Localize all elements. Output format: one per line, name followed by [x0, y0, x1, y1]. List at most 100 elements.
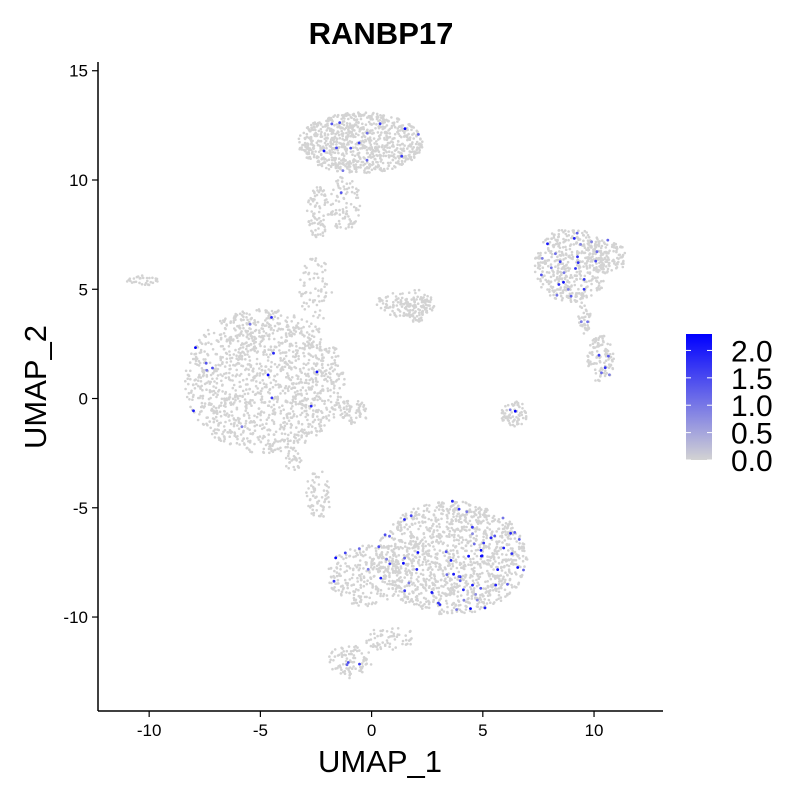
cell-point: [347, 667, 350, 670]
cell-point: [361, 544, 365, 548]
cell-point: [203, 350, 206, 353]
cell-point: [341, 584, 344, 588]
cell-point: [564, 245, 567, 249]
cell-point: [522, 546, 526, 550]
cell-point: [279, 359, 283, 362]
cell-point: [419, 601, 422, 604]
cell-point: [228, 364, 232, 367]
cell-point: [264, 443, 268, 447]
cell-point: [538, 264, 542, 267]
cell-point: [228, 419, 231, 422]
cell-point: [303, 372, 307, 376]
cell-point: [445, 520, 449, 524]
cell-point: [264, 319, 267, 322]
cell-point: [249, 331, 253, 335]
cell-point: [555, 277, 559, 281]
cell-point: [564, 264, 568, 267]
cell-point: [339, 574, 343, 578]
cell-point: [300, 422, 304, 426]
cell-point: [317, 190, 321, 194]
cell-point: [265, 353, 268, 356]
cell-point: [203, 402, 207, 405]
cell-point: [451, 519, 455, 523]
cell-point: [377, 297, 381, 300]
cell-point: [545, 271, 549, 274]
cell-point: [417, 603, 421, 607]
cell-point: [383, 136, 386, 140]
cell-point: [253, 429, 257, 433]
cell-point: [345, 122, 349, 125]
cell-point: [292, 326, 295, 329]
cell-point: [246, 353, 249, 356]
cell-point: [440, 608, 444, 611]
cell-point: [331, 138, 335, 142]
cell-point: [447, 561, 451, 564]
cell-point: [432, 535, 435, 539]
cell-point: [564, 238, 568, 242]
cell-point: [361, 132, 365, 135]
cell-point: [505, 553, 508, 557]
cell-point: [290, 366, 293, 370]
cell-point: [302, 143, 306, 147]
cell-point: [497, 561, 501, 565]
cell-point: [357, 166, 361, 169]
cell-point: [336, 164, 340, 167]
cell-point: [441, 508, 444, 512]
cell-point: [423, 293, 426, 297]
cell-point: [501, 578, 505, 581]
cell-point: [325, 136, 328, 140]
cell-point: [300, 406, 304, 410]
cell-point: [300, 381, 304, 384]
cell-point: [318, 342, 322, 346]
cell-point: [319, 504, 323, 507]
cell-point: [476, 581, 480, 584]
cell-point: [258, 435, 262, 438]
cell-point: [285, 335, 288, 339]
cell-point: [231, 403, 235, 406]
cell-point: [241, 342, 244, 345]
cell-point: [267, 337, 271, 341]
cell-point: [429, 298, 433, 301]
cell-point: [392, 300, 395, 304]
cell-point: [421, 573, 425, 577]
cell-point: [412, 132, 416, 135]
cell-point: [424, 597, 428, 601]
cell-point: [339, 672, 343, 675]
cell-point: [499, 596, 503, 599]
cell-point: [491, 530, 494, 533]
cell-point: [421, 520, 424, 523]
cell-point: [376, 161, 379, 164]
cell-point: [417, 521, 421, 524]
cell-point: [473, 512, 477, 516]
cell-point: [341, 116, 345, 120]
cell-point: [414, 588, 418, 591]
cell-point: [194, 357, 197, 361]
cell-point: [444, 583, 447, 587]
cell-point: [384, 149, 387, 152]
cell-point: [306, 432, 309, 436]
cell-point: [357, 121, 360, 125]
cell-point: [497, 587, 501, 590]
cell-point: [510, 586, 514, 589]
cell-point: [316, 398, 319, 402]
cell-point: [549, 275, 553, 279]
cell-point: [465, 549, 468, 553]
cell-point: [307, 368, 311, 371]
cell-point: [321, 384, 324, 388]
cell-point: [571, 235, 574, 238]
cell-point: [432, 587, 435, 590]
cell-point: [316, 133, 319, 136]
cell-point: [334, 355, 338, 358]
cell-point: [335, 137, 339, 141]
cell-point: [241, 431, 245, 434]
cell-point: [398, 143, 402, 147]
cell-point: [272, 329, 276, 332]
cell-point: [188, 361, 192, 364]
cell-point: [497, 556, 501, 559]
cell-point: [222, 439, 226, 443]
cell-point: [327, 167, 331, 171]
cell-point: [432, 513, 436, 516]
cell-point: [232, 363, 235, 367]
cell-point: [369, 139, 373, 142]
cell-point: [546, 246, 550, 250]
